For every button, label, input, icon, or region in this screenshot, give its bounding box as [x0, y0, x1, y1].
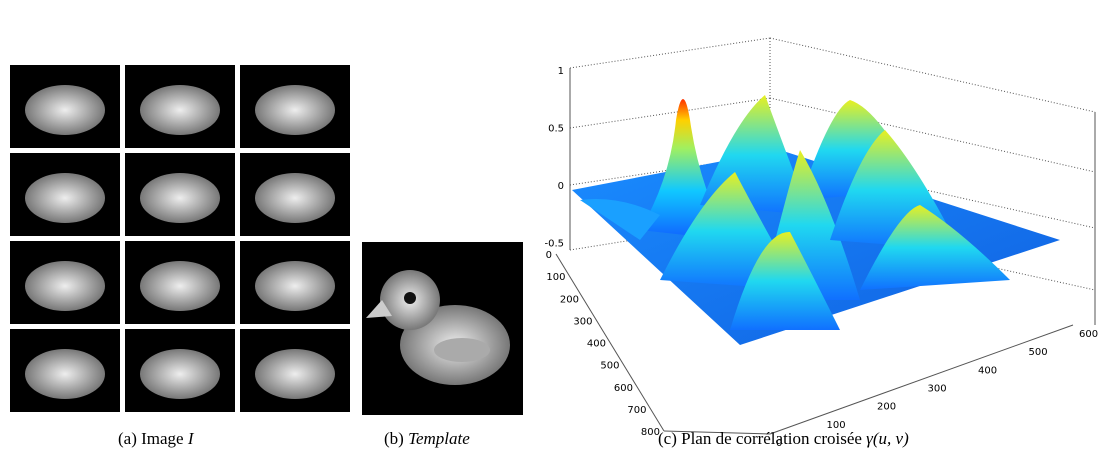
object — [140, 85, 220, 135]
y-tick-label: 800 — [641, 427, 660, 438]
object — [25, 261, 105, 311]
z-tick-label: -0.5 — [544, 239, 564, 250]
object — [25, 349, 105, 399]
z-tick-label: 1 — [558, 66, 564, 77]
y-tick-label: 200 — [560, 294, 579, 305]
object — [140, 173, 220, 223]
object — [255, 85, 335, 135]
y-tick-label: 400 — [587, 339, 606, 350]
y-tick-label: 700 — [627, 405, 646, 416]
y-tick-label: 600 — [614, 383, 633, 394]
caption-math: γ(u, v) — [866, 429, 909, 448]
x-tick-label: 300 — [928, 384, 947, 395]
x-tick-label: 600 — [1079, 329, 1098, 340]
caption-b: (b) Template — [384, 429, 470, 448]
x-tick-label: 200 — [877, 402, 896, 413]
x-tick-label: 0 — [776, 438, 782, 449]
y-tick-label: 0 — [546, 250, 552, 261]
y-tick-label: 100 — [546, 272, 565, 283]
axis-ticks: 10.50-0.50100200300400500600700800010020… — [544, 66, 1098, 449]
x-tick-label: 500 — [1029, 347, 1048, 358]
caption-c: (c) Plan de corrélation croisée γ(u, v) — [658, 429, 909, 448]
caption-math: I — [187, 429, 195, 448]
object — [25, 173, 105, 223]
y-tick-label: 500 — [600, 361, 619, 372]
panel-label: (b) — [384, 429, 404, 448]
y-tick-label: 300 — [573, 316, 592, 327]
object — [255, 349, 335, 399]
x-tick-label: 100 — [827, 420, 846, 431]
object — [25, 85, 105, 135]
object — [255, 173, 335, 223]
template-image — [362, 242, 523, 415]
object — [140, 261, 220, 311]
caption-a: (a) Image I — [118, 429, 195, 448]
caption-text: Image — [141, 429, 183, 448]
surface — [572, 95, 1060, 345]
caption-text: Template — [408, 429, 470, 448]
image-grid — [10, 65, 350, 416]
z-tick-label: 0 — [558, 181, 564, 192]
x-tick-label: 400 — [978, 365, 997, 376]
caption-text: Plan de corrélation croisée — [681, 429, 862, 448]
object — [255, 261, 335, 311]
panel-label: (a) — [118, 429, 137, 448]
object — [140, 349, 220, 399]
panel-label: (c) — [658, 429, 677, 448]
z-tick-label: 0.5 — [548, 124, 564, 135]
